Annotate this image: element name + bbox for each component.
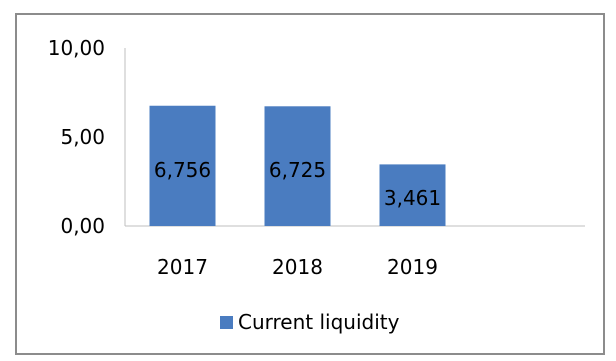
y-tick-label: 0,00 [60,214,105,238]
data-label-2017: 6,756 [154,158,211,182]
x-tick-label-2018: 2018 [272,255,323,279]
bars-group: 6,756 6,725 3,461 [149,105,446,226]
bar-2017 [149,105,216,226]
legend: Current liquidity [220,310,400,334]
bar-2018 [264,106,331,226]
bar-2019 [379,164,446,226]
y-axis: 0,00 5,00 10,00 [48,36,126,238]
legend-label: Current liquidity [238,310,400,334]
x-tick-label-2017: 2017 [157,255,208,279]
y-tick-label: 5,00 [60,125,105,149]
legend-swatch [220,316,233,329]
x-tick-labels: 2017 2018 2019 [157,255,438,279]
data-label-2019: 3,461 [384,186,441,210]
data-label-2018: 6,725 [269,158,326,182]
x-tick-label-2019: 2019 [387,255,438,279]
y-tick-label: 10,00 [48,36,105,60]
